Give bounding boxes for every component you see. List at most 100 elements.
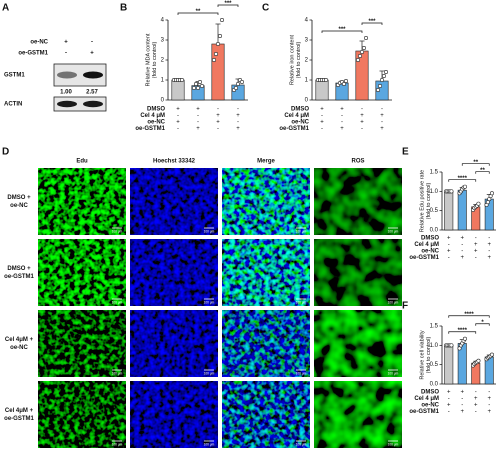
condition-sign: + <box>487 255 491 261</box>
condition-sign: - <box>488 403 490 409</box>
column-header: Edu <box>76 159 88 165</box>
blot-sign: - <box>65 51 67 57</box>
scale-bar-label: 100 μm <box>388 371 399 375</box>
y-tick-label: 1.5 <box>430 170 439 176</box>
micrograph <box>314 239 402 306</box>
condition-name: DMSO <box>421 236 439 242</box>
data-point <box>236 82 241 87</box>
condition-name: oe-GSTM1 <box>135 126 165 132</box>
scale-bar-label: 100 μm <box>112 442 123 446</box>
scale-bar-label: 100 μm <box>204 442 215 446</box>
data-point <box>200 84 205 89</box>
condition-sign: - <box>217 126 219 132</box>
row-label: Cel 4μM + <box>5 408 34 414</box>
y-axis-label: (fold to control) <box>426 336 432 373</box>
scale-bar-label: 100 μm <box>388 300 399 304</box>
blot-sign: + <box>64 40 68 46</box>
scale-bar-label: 100 μm <box>296 371 307 375</box>
data-point <box>379 78 384 83</box>
condition-sign: + <box>360 120 364 126</box>
scale-bar-label: 100 μm <box>204 371 215 375</box>
condition-name: oe-GSTM1 <box>409 409 439 415</box>
condition-sign: - <box>381 107 383 113</box>
blot-condition: oe-GSTM1 <box>18 51 48 57</box>
significance-bracket <box>217 4 239 7</box>
blot-membrane <box>53 96 107 112</box>
y-tick-label: 0.5 <box>430 208 439 214</box>
condition-sign: - <box>475 390 477 396</box>
data-point <box>323 78 328 83</box>
y-tick-label: 3 <box>161 38 165 44</box>
data-point <box>476 358 481 363</box>
y-axis-label: Relative MDA content <box>145 33 151 86</box>
panel-letter: D <box>2 147 9 158</box>
data-point <box>196 86 201 91</box>
condition-sign: - <box>475 236 477 242</box>
condition-name: DMSO <box>291 107 309 113</box>
row-label: DMSO + <box>7 195 31 201</box>
row-label: oe-GSTM1 <box>4 416 34 422</box>
significance-bracket <box>448 179 477 182</box>
data-point <box>359 49 364 54</box>
scale-bar-label: 100 μm <box>112 300 123 304</box>
y-tick-label: 1.0 <box>430 343 439 349</box>
y-tick-label: 4 <box>161 18 165 24</box>
condition-sign: - <box>448 409 450 415</box>
scale-bar-label: 100 μm <box>112 229 123 233</box>
column-header: Hoechst 33342 <box>153 159 196 165</box>
condition-name: oe-NC <box>421 403 439 409</box>
y-tick-label: 1.0 <box>430 189 439 195</box>
condition-name: DMSO <box>421 390 439 396</box>
condition-sign: + <box>474 242 478 248</box>
condition-name: oe-NC <box>147 120 165 126</box>
micrograph <box>222 239 310 306</box>
condition-sign: + <box>487 242 491 248</box>
data-point <box>214 51 219 56</box>
micrograph <box>130 239 218 306</box>
significance-label: ** <box>480 168 485 174</box>
condition-sign: + <box>460 409 464 415</box>
condition-name: oe-GSTM1 <box>279 126 309 132</box>
row-label: oe-GSTM1 <box>4 274 34 280</box>
blot-sign: + <box>90 51 94 57</box>
blot-sign: - <box>91 40 93 46</box>
actin-band <box>83 100 103 108</box>
significance-label: **** <box>458 328 468 334</box>
condition-sign: - <box>197 113 199 119</box>
significance-label: * <box>481 320 484 326</box>
data-point <box>375 88 380 93</box>
condition-sign: - <box>461 249 463 255</box>
y-tick-label: 2 <box>305 58 309 64</box>
gstm1-band <box>57 71 77 79</box>
y-tick-label: 0 <box>161 98 165 104</box>
condition-sign: - <box>461 403 463 409</box>
y-axis-label: (fold to control) <box>426 182 432 219</box>
data-point <box>462 184 467 189</box>
row-label: oe-NC <box>10 203 28 209</box>
row-label: DMSO + <box>7 266 31 272</box>
bar <box>171 79 185 101</box>
y-tick-label: 1.5 <box>430 324 439 330</box>
condition-name: oe-NC <box>421 249 439 255</box>
condition-sign: - <box>381 120 383 126</box>
condition-sign: + <box>447 236 451 242</box>
scale-bar-label: 100 μm <box>296 229 307 233</box>
panel-letter: A <box>2 3 9 14</box>
condition-name: Cel 4 μM <box>284 113 309 119</box>
condition-name: oe-NC <box>291 120 309 126</box>
scale-bar-label: 100 μm <box>388 442 399 446</box>
condition-sign: - <box>177 113 179 119</box>
condition-name: Cel 4 μM <box>140 113 165 119</box>
data-point <box>343 79 348 84</box>
data-point <box>357 53 362 58</box>
significance-bracket <box>177 12 219 15</box>
y-tick-label: 4 <box>305 18 309 24</box>
scale-bar-label: 100 μm <box>296 442 307 446</box>
data-point <box>220 17 225 22</box>
condition-sign: - <box>475 255 477 261</box>
condition-name: Cel 4 μM <box>414 242 439 248</box>
micrograph <box>38 168 126 235</box>
y-tick-label: 0.0 <box>430 382 439 388</box>
data-point <box>462 336 467 341</box>
condition-sign: + <box>380 126 384 132</box>
